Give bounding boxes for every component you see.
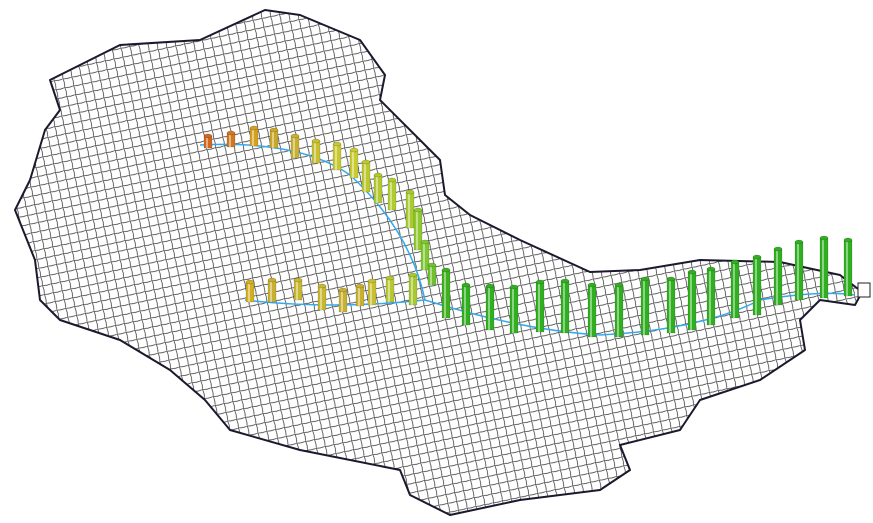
- cylinder-part: [690, 272, 692, 330]
- cylinder-part: [441, 267, 451, 273]
- cylinder-part: [206, 136, 208, 148]
- cylinder-part: [252, 128, 254, 146]
- cylinder-part: [416, 210, 418, 250]
- cylinder-part: [617, 285, 619, 337]
- cylinder-part: [267, 277, 277, 283]
- cylinder-part: [640, 276, 650, 282]
- cylinder-part: [730, 259, 740, 265]
- cylinder-part: [752, 254, 762, 260]
- cylinder-part: [245, 279, 255, 285]
- cylinder-part: [773, 246, 783, 252]
- cylinder-part: [361, 159, 371, 165]
- cylinder-part: [373, 172, 383, 178]
- cylinder-part: [317, 283, 327, 289]
- cylinder-part: [461, 282, 471, 288]
- cylinder-part: [819, 235, 829, 241]
- cylinder-part: [590, 285, 592, 337]
- cylinder-part: [408, 192, 410, 228]
- cylinder-part: [335, 144, 337, 170]
- cylinder-part: [709, 269, 711, 325]
- cylinder-part: [794, 239, 804, 245]
- cylinder-part: [293, 136, 295, 158]
- cylinder-part: [797, 242, 799, 300]
- cylinder-part: [364, 162, 366, 192]
- cylinder-part: [430, 265, 432, 285]
- cylinder-part: [488, 286, 490, 330]
- cylinder-part: [352, 150, 354, 178]
- cylinder-part: [249, 125, 259, 131]
- cylinder-part: [614, 282, 624, 288]
- cylinder-part: [427, 262, 437, 268]
- cylinder-part: [643, 279, 645, 335]
- cylinder-part: [408, 272, 418, 278]
- cylinder-part: [349, 147, 359, 153]
- cylinder-part: [390, 180, 392, 210]
- cylinder-part: [358, 286, 360, 306]
- cylinder-part: [311, 138, 321, 144]
- cylinder-part: [411, 275, 413, 305]
- cylinder-part: [706, 266, 716, 272]
- cylinder-part: [248, 282, 250, 302]
- cylinder-part: [376, 175, 378, 203]
- cylinder-part: [290, 133, 300, 139]
- cylinder-part: [512, 287, 514, 333]
- cylinder-part: [423, 242, 425, 270]
- cylinder-part: [367, 278, 377, 284]
- cylinder-part: [341, 290, 343, 312]
- cylinder-part: [563, 281, 565, 333]
- cylinder-part: [535, 279, 545, 285]
- cylinder-part: [776, 249, 778, 305]
- cylinder-part: [413, 207, 423, 213]
- cylinder-part: [270, 280, 272, 302]
- cylinder-part: [485, 283, 495, 289]
- cylinder-part: [314, 141, 316, 163]
- cylinder-part: [320, 286, 322, 310]
- cylinder-part: [755, 257, 757, 315]
- cylinder-part: [509, 284, 519, 290]
- cylinder-part: [666, 276, 676, 282]
- cylinder-part: [272, 130, 274, 148]
- cylinder-part: [420, 239, 430, 245]
- cylinder-part: [338, 287, 348, 293]
- cursor-box: [857, 282, 871, 298]
- cylinder-part: [203, 133, 213, 139]
- cylinder-part: [385, 275, 395, 281]
- cylinder-part: [538, 282, 540, 332]
- cylinder-part: [687, 269, 697, 275]
- cylinder-part: [293, 277, 303, 283]
- cylinder-part: [560, 278, 570, 284]
- cylinder-part: [269, 127, 279, 133]
- cylinder-part: [388, 278, 390, 302]
- cylinder-part: [587, 282, 597, 288]
- cylinder-part: [332, 141, 342, 147]
- cylinder-part: [296, 280, 298, 300]
- cylinder-part: [733, 262, 735, 318]
- cylinder-part: [843, 237, 853, 243]
- cylinder-part: [464, 285, 466, 325]
- cylinder-part: [444, 270, 446, 318]
- cylinder-part: [370, 281, 372, 305]
- cylinder-part: [387, 177, 397, 183]
- cylinder-part: [226, 130, 236, 136]
- cylinder-part: [822, 238, 824, 298]
- cylinders: [203, 125, 853, 338]
- cylinder-part: [355, 283, 365, 289]
- cylinder-part: [405, 189, 415, 195]
- cylinder-part: [669, 279, 671, 333]
- cylinder-part: [229, 133, 231, 147]
- cylinder-part: [846, 240, 848, 296]
